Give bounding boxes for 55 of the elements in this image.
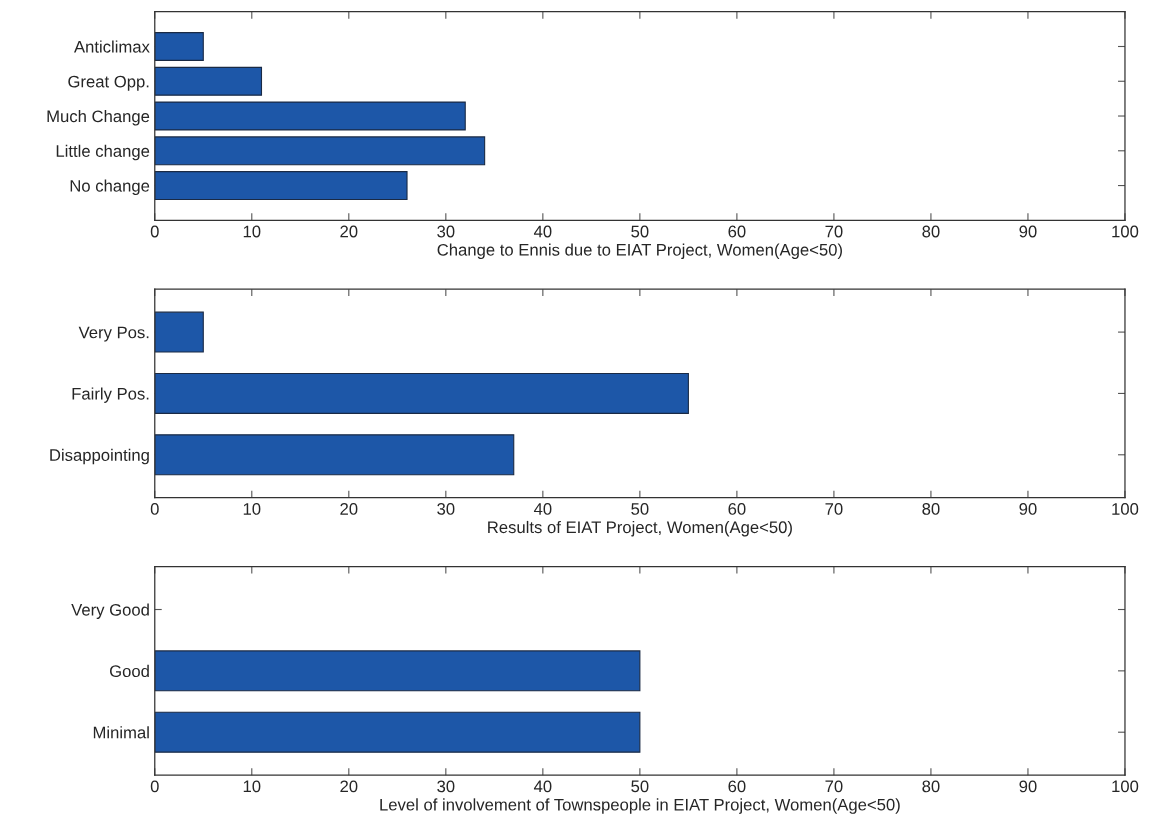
y-tick-label: Anticlimax xyxy=(74,40,150,53)
x-tick-label: 90 xyxy=(1019,225,1037,238)
y-tick-label: Disappointing xyxy=(50,448,149,465)
bar xyxy=(154,372,689,414)
x-tick-label: 100 xyxy=(1112,780,1139,793)
x-axis-title: Level of involvement of Townspeople in EIAT Project, Women(Age<50) xyxy=(380,798,900,814)
x-tick-label: 100 xyxy=(1112,503,1139,515)
x-tick-label: 50 xyxy=(631,225,649,238)
y-tick-label: Much Change xyxy=(47,109,150,126)
x-tick-label: 20 xyxy=(340,503,358,515)
x-tick-label: 0 xyxy=(150,503,159,515)
x-axis-title: Change to Ennis due to EIAT Project, Women(Age<50) xyxy=(437,243,842,260)
y-tick-label: No change xyxy=(70,179,150,196)
x-tick-label: 80 xyxy=(922,225,940,238)
y-tick-label: Very Pos. xyxy=(78,326,149,342)
bar xyxy=(154,66,263,96)
y-tick-label: Good xyxy=(109,664,149,678)
x-tick-label: 70 xyxy=(825,780,843,793)
bar xyxy=(154,32,204,61)
x-tick-label: 10 xyxy=(243,503,261,515)
x-tick-label: 60 xyxy=(728,225,746,238)
x-tick-label: 40 xyxy=(533,780,552,793)
y-tick-label: Minimal xyxy=(93,726,149,739)
x-tick-label: 70 xyxy=(825,225,843,238)
x-tick-label: 70 xyxy=(825,503,843,515)
x-tick-label: 80 xyxy=(922,503,940,515)
y-tick-label: Great Opp. xyxy=(68,75,149,91)
x-tick-label: 20 xyxy=(340,225,358,238)
bar xyxy=(154,136,486,166)
x-tick-label: 40 xyxy=(533,225,552,238)
x-tick-label: 50 xyxy=(631,503,649,515)
x-tick-label: 60 xyxy=(728,503,746,515)
x-axis-title: Results of EIAT Project, Women(Age<50) xyxy=(488,520,792,537)
x-tick-label: 90 xyxy=(1019,780,1037,793)
x-tick-label: 30 xyxy=(437,503,455,515)
bar xyxy=(154,101,466,131)
x-tick-label: 0 xyxy=(150,225,159,238)
x-tick-label: 30 xyxy=(437,780,455,793)
x-tick-label: 100 xyxy=(1112,225,1139,238)
x-tick-label: 30 xyxy=(437,225,455,238)
y-tick-label: Little change xyxy=(56,144,150,161)
x-tick-label: 20 xyxy=(340,780,358,793)
x-tick-label: 50 xyxy=(631,780,649,793)
y-tick-label: Fairly Pos. xyxy=(72,387,149,403)
y-tick-label: Very Good xyxy=(71,603,149,620)
bar xyxy=(154,171,408,201)
x-tick-label: 10 xyxy=(243,780,261,793)
x-tick-label: 60 xyxy=(728,780,746,793)
x-tick-label: 90 xyxy=(1019,503,1037,515)
bar xyxy=(154,434,515,476)
x-tick-label: 40 xyxy=(533,503,552,515)
x-tick-label: 0 xyxy=(150,780,159,793)
x-tick-label: 80 xyxy=(922,780,940,793)
x-tick-label: 10 xyxy=(243,225,261,238)
bar xyxy=(154,311,204,353)
